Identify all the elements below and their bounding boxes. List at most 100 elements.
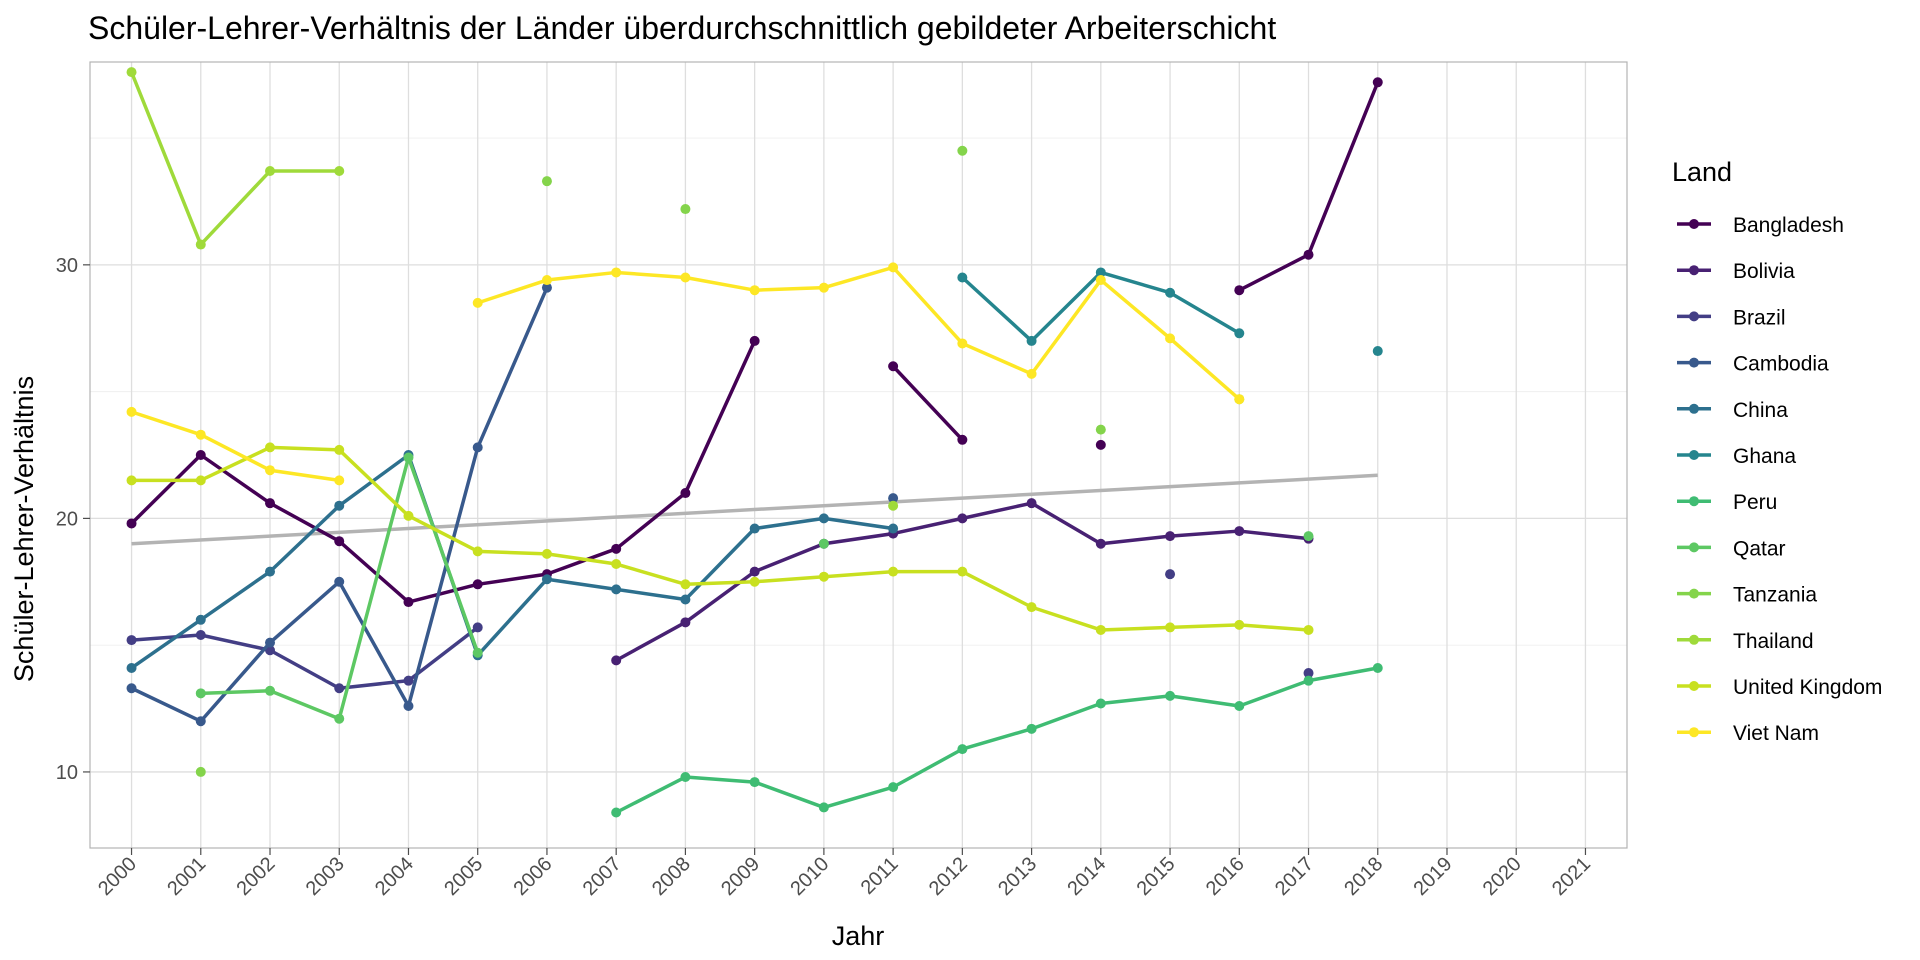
legend-label: Cambodia	[1733, 353, 1829, 376]
data-point	[1095, 439, 1106, 450]
data-point	[749, 777, 760, 788]
data-point	[680, 579, 691, 590]
data-point	[818, 802, 829, 813]
data-point	[888, 782, 899, 793]
data-point	[334, 500, 345, 511]
series-line-segment	[131, 626, 479, 691]
series-viet-nam	[126, 262, 1245, 486]
legend-title: Land	[1672, 157, 1732, 187]
data-point	[1165, 531, 1176, 542]
x-tick-label: 2005	[440, 853, 487, 900]
data-point	[195, 450, 206, 460]
legend-key-point	[1689, 542, 1699, 553]
data-point	[818, 538, 829, 549]
data-point	[265, 685, 276, 696]
legend-key-point	[1689, 634, 1699, 645]
series-line-segment	[130, 453, 894, 670]
data-point	[1026, 368, 1037, 379]
series-peru	[611, 662, 1383, 818]
data-point	[403, 675, 414, 686]
data-point	[888, 566, 899, 577]
data-point	[472, 442, 483, 453]
data-point	[1165, 690, 1176, 701]
data-point	[195, 630, 206, 641]
legend-label: China	[1733, 399, 1788, 422]
series-bangladesh	[126, 77, 1383, 608]
data-point	[680, 204, 691, 215]
data-point	[1303, 668, 1314, 679]
x-tick-label: 2011	[857, 853, 903, 899]
legend-key-point	[1689, 311, 1699, 322]
data-point	[680, 488, 691, 499]
data-point	[265, 166, 276, 177]
legend-label: Bolivia	[1733, 260, 1795, 283]
x-tick-label: 2003	[302, 853, 349, 900]
data-point	[541, 176, 552, 187]
data-point	[818, 513, 829, 524]
series-line-segment	[477, 265, 1241, 401]
legend-item: Bangladesh	[1677, 214, 1844, 237]
legend-label: Ghana	[1733, 445, 1796, 468]
data-point	[334, 576, 345, 587]
data-point	[265, 498, 276, 509]
data-point	[265, 566, 276, 577]
series-line-segment	[129, 71, 340, 247]
data-point	[1165, 622, 1176, 633]
series-line-segment	[130, 340, 757, 604]
x-tick-label: 2001	[163, 853, 210, 900]
legend-item: Ghana	[1677, 445, 1796, 468]
data-point	[472, 579, 483, 590]
data-point	[1165, 287, 1176, 298]
data-point	[541, 574, 552, 585]
x-tick-label: 2012	[925, 853, 972, 900]
data-point	[403, 452, 414, 463]
y-axis-title: Schüler-Lehrer-Verhältnis	[9, 376, 39, 682]
x-tick-label: 2002	[233, 853, 280, 900]
x-tick-label: 2015	[1133, 853, 1180, 900]
x-tick-label: 2017	[1271, 853, 1318, 900]
series-brazil	[126, 569, 1314, 694]
data-point	[1303, 531, 1314, 542]
data-point	[611, 655, 622, 666]
x-tick-label: 2009	[717, 853, 764, 900]
legend-label: Viet Nam	[1733, 722, 1819, 745]
data-point	[541, 548, 552, 559]
data-point	[334, 166, 345, 177]
data-point	[611, 543, 622, 554]
legend-item: China	[1677, 399, 1788, 422]
x-tick-label: 2018	[1340, 853, 1387, 900]
data-point	[265, 637, 276, 648]
data-point	[749, 576, 760, 587]
data-point	[680, 594, 691, 605]
grid	[90, 62, 1627, 848]
data-point	[334, 713, 345, 724]
data-point	[403, 597, 414, 608]
trend-line	[131, 473, 1378, 546]
data-point	[680, 272, 691, 283]
data-point	[957, 145, 968, 156]
legend-item: Viet Nam	[1677, 722, 1819, 745]
data-point	[195, 614, 206, 625]
data-point	[1234, 285, 1245, 296]
x-tick-label: 2013	[994, 853, 1041, 900]
data-point	[1095, 267, 1106, 278]
data-point	[611, 559, 622, 570]
x-tick-label: 2021	[1548, 853, 1595, 900]
data-point	[195, 475, 206, 486]
x-tick-label: 2008	[648, 853, 695, 900]
series-china	[126, 450, 899, 673]
data-point	[1372, 662, 1383, 673]
data-point	[1234, 526, 1245, 537]
data-point	[541, 282, 552, 293]
data-point	[1026, 498, 1037, 509]
panel-border	[89, 61, 1628, 849]
legend-item: Cambodia	[1677, 353, 1829, 376]
data-point	[749, 285, 760, 296]
data-point	[1165, 569, 1176, 580]
series-line-segment	[615, 666, 1379, 815]
x-tick-label: 2006	[509, 853, 556, 900]
x-tick-label: 2004	[371, 853, 418, 900]
legend-label: Thailand	[1733, 630, 1814, 653]
data-point	[1372, 346, 1383, 357]
